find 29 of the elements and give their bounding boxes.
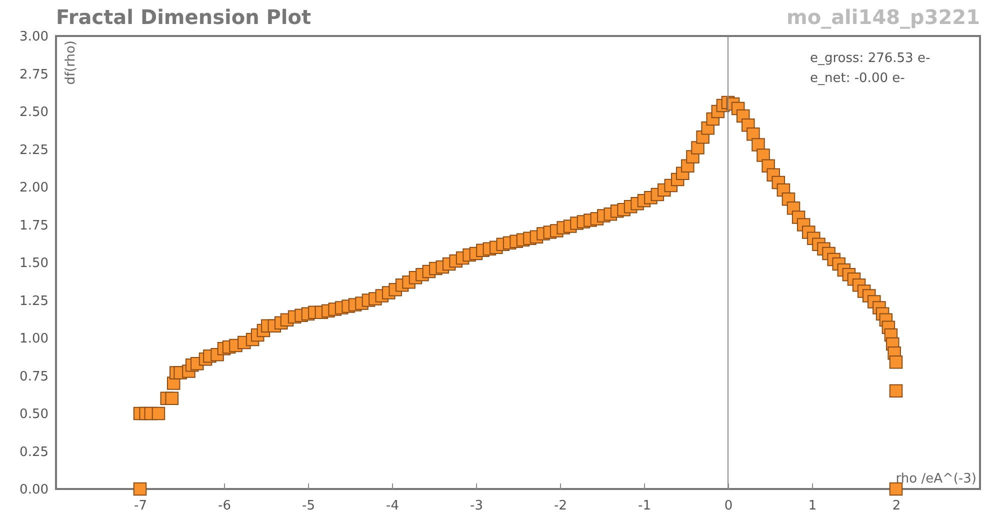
y-tick-label: 0.50 xyxy=(20,407,48,422)
y-tick-label: 1.00 xyxy=(20,332,48,346)
y-tick-label: 2.50 xyxy=(20,105,48,120)
y-tick-label: 2.25 xyxy=(20,142,48,158)
y-axis-title: df(rho) xyxy=(64,40,78,85)
x-tick-label: -4 xyxy=(386,498,399,514)
y-tick-label: 1.25 xyxy=(20,294,48,309)
y-tick-label: 0.00 xyxy=(20,482,48,498)
y-tick-label: 0.75 xyxy=(20,369,48,384)
y-tick-label: 1.50 xyxy=(20,256,48,271)
x-tick-label: -2 xyxy=(554,498,567,514)
y-tick-label: 0.25 xyxy=(20,444,48,460)
y-tick-label: 2.00 xyxy=(20,180,48,196)
x-tick-label: 1 xyxy=(808,498,817,514)
chart-subtitle: mo_ali148_p3221 xyxy=(786,5,980,29)
chart-title: Fractal Dimension Plot xyxy=(56,5,312,29)
annotation: e_net: -0.00 e- xyxy=(810,71,906,86)
y-tick-label: 1.75 xyxy=(20,218,48,234)
x-tick-label: -7 xyxy=(134,498,147,514)
annotation: e_gross: 276.53 e- xyxy=(810,51,930,66)
y-tick-label: 3.00 xyxy=(20,30,48,44)
x-tick-label: -5 xyxy=(302,498,315,514)
x-tick-label: 2 xyxy=(892,498,901,514)
x-tick-label: 0 xyxy=(724,498,733,514)
x-tick-label: -1 xyxy=(638,498,651,514)
y-tick-label: 2.75 xyxy=(20,67,48,82)
x-axis-title: rho /eA^(-3) xyxy=(896,472,976,486)
x-tick-label: -3 xyxy=(470,498,483,514)
x-tick-label: -6 xyxy=(218,498,231,514)
